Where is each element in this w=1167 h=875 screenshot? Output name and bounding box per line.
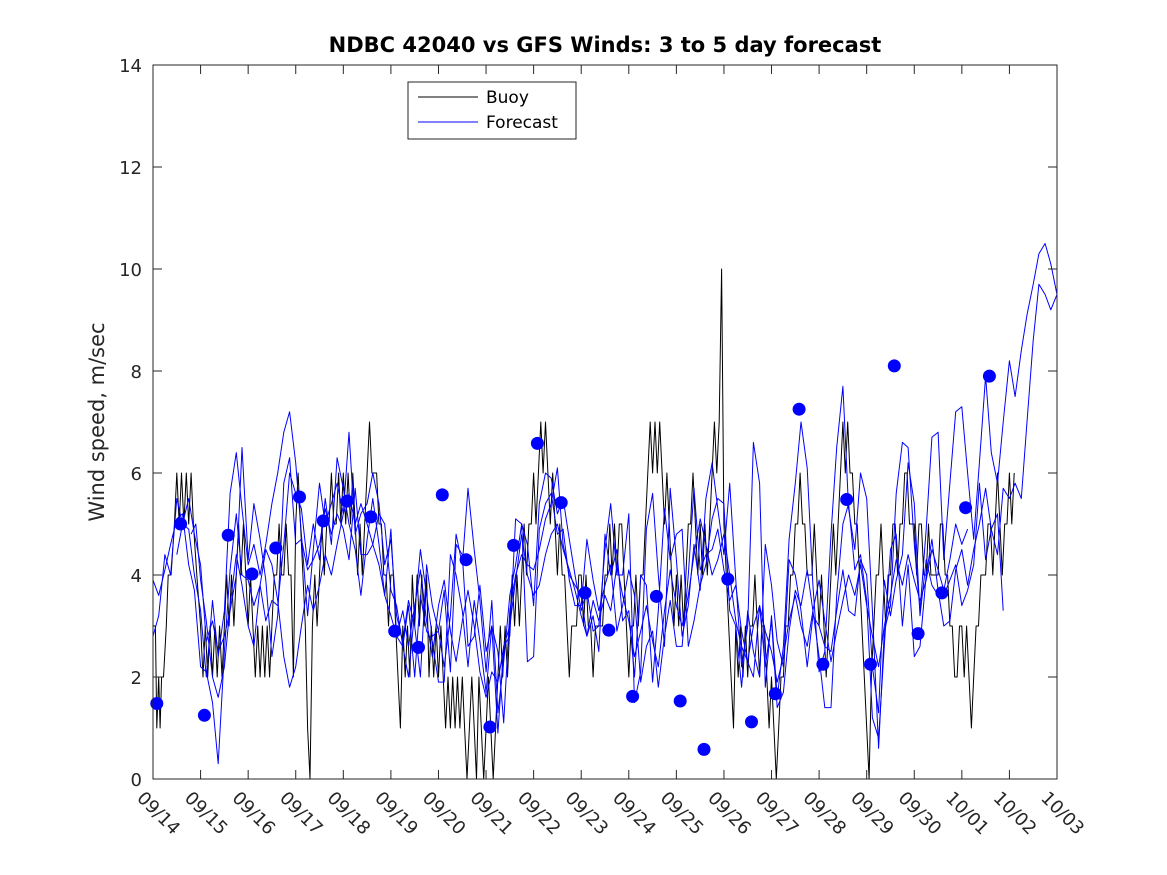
forecast-marker-14	[483, 720, 497, 734]
forecast-marker-32	[911, 627, 925, 641]
forecast-marker-5	[269, 541, 283, 555]
forecast-marker-0	[150, 697, 164, 710]
series-layer	[152, 243, 1058, 780]
forecast-marker-33	[935, 586, 949, 600]
forecast-marker-6	[293, 490, 306, 504]
forecast-marker-8	[340, 494, 354, 508]
forecast-marker-30	[864, 657, 877, 671]
forecast-marker-25	[745, 715, 758, 729]
forecast-marker-9	[364, 510, 378, 524]
plot-frame	[152, 64, 1058, 780]
forecast-marker-35	[982, 369, 996, 383]
legend-forecast-label: Forecast	[486, 113, 558, 133]
legend-buoy-label: Buoy	[486, 88, 529, 108]
y-tick-label-8: 8	[131, 362, 142, 383]
legend: Buoy Forecast	[407, 81, 577, 140]
y-tick-label-10: 10	[119, 260, 142, 281]
y-tick-label-4: 4	[131, 566, 142, 587]
forecast-marker-16	[530, 436, 544, 450]
y-tick-label-2: 2	[131, 668, 142, 689]
y-tick-label-0: 0	[131, 770, 142, 791]
forecast-marker-27	[792, 402, 806, 416]
series-line-forecast-3	[176, 447, 1004, 724]
forecast-marker-17	[554, 496, 568, 510]
forecast-marker-26	[768, 687, 782, 701]
forecast-marker-20	[626, 689, 640, 703]
forecast-marker-7	[316, 514, 330, 528]
forecast-marker-19	[602, 623, 616, 637]
forecast-marker-22	[673, 694, 687, 708]
marker-layer	[150, 359, 996, 756]
y-tick-label-14: 14	[119, 56, 142, 77]
chart-title: NDBC 42040 vs GFS Winds: 3 to 5 day fore…	[329, 33, 882, 57]
forecast-marker-21	[649, 589, 663, 603]
forecast-marker-31	[887, 359, 901, 373]
forecast-marker-11	[412, 640, 425, 654]
plot-area	[153, 65, 1057, 779]
series-line-forecast-4	[190, 492, 969, 698]
forecast-marker-10	[388, 624, 402, 638]
forecast-marker-18	[578, 586, 592, 600]
forecast-marker-24	[721, 572, 735, 586]
forecast-marker-3	[221, 528, 235, 542]
y-axis-label: Wind speed, m/sec	[85, 322, 109, 521]
forecast-marker-34	[959, 501, 973, 515]
forecast-marker-29	[840, 493, 854, 506]
forecast-marker-12	[435, 488, 449, 502]
forecast-marker-28	[816, 657, 830, 671]
y-tick-label-6: 6	[131, 464, 142, 485]
series-line-forecast	[152, 243, 1058, 749]
legend-box	[407, 81, 577, 140]
forecast-marker-4	[245, 567, 259, 581]
forecast-marker-15	[507, 538, 521, 552]
forecast-marker-1	[174, 517, 188, 531]
forecast-marker-13	[459, 553, 473, 567]
forecast-marker-2	[197, 708, 211, 722]
y-tick-label-12: 12	[119, 158, 142, 179]
forecast-marker-23	[697, 742, 711, 756]
series-line-forecast-2	[152, 283, 1058, 765]
